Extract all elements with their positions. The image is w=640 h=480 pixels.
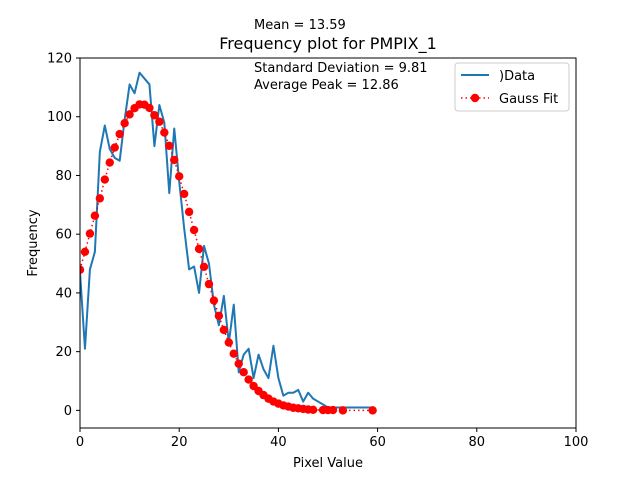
gauss-fit-point: [170, 155, 179, 165]
gauss-fit-point: [120, 118, 129, 128]
x-tick-label: 0: [76, 435, 84, 450]
x-tick-label: 100: [564, 435, 589, 450]
y-tick-label: 60: [55, 228, 72, 243]
gauss-fit-point: [234, 359, 243, 368]
plot-area: 0 20 40 60 80 100 0 20 40 60 80 100 120: [47, 52, 588, 451]
legend-label-data: )Data: [499, 69, 535, 84]
gauss-fit-point: [224, 338, 233, 347]
gauss-fit-point: [115, 129, 124, 139]
gauss-fit-point: [338, 406, 348, 415]
y-tick-label: 120: [47, 52, 72, 67]
x-axis-label: Pixel Value: [293, 456, 363, 471]
gauss-fit-point: [239, 368, 248, 377]
gauss-fit-point: [165, 141, 174, 151]
annotation-average-peak: Average Peak = 12.86: [254, 78, 399, 93]
series-data-line: [80, 71, 373, 409]
gauss-fit-point: [110, 143, 119, 152]
y-axis-label: Frequency: [26, 209, 41, 276]
gauss-fit-point: [125, 110, 134, 119]
gauss-fit-point: [150, 111, 159, 120]
gauss-fit-point: [214, 311, 224, 321]
gauss-fit-point: [199, 262, 209, 271]
gauss-fit-point: [80, 265, 85, 274]
chart-title: Frequency plot for PMPIX_1: [219, 34, 437, 54]
y-tick-label: 100: [47, 110, 72, 125]
axes-frame: [79, 57, 577, 429]
gauss-fit-point: [105, 158, 114, 167]
gauss-fit-point: [209, 296, 219, 305]
legend-label-gauss-fit: Gauss Fit: [499, 92, 558, 107]
annotation-mean: Mean = 13.59: [254, 18, 346, 33]
gauss-fit-point: [175, 172, 184, 181]
gauss-fit-point: [155, 117, 164, 126]
legend: )Data Gauss Fit: [454, 62, 570, 112]
ticks-layer: 0 20 40 60 80 100 0 20 40 60 80 100 120: [47, 52, 588, 451]
gauss-fit-point: [189, 225, 199, 235]
gauss-fit-point: [85, 229, 95, 238]
gauss-fit-point: [368, 406, 377, 415]
gauss-fit-point: [194, 244, 204, 254]
gauss-fit-point: [308, 405, 318, 414]
x-tick-label: 40: [270, 435, 287, 450]
x-tick-label: 60: [369, 435, 386, 450]
gauss-fit-point: [219, 325, 229, 335]
y-tick-label: 0: [64, 404, 72, 419]
x-tick-label: 20: [171, 435, 188, 450]
y-tick-label: 40: [55, 286, 72, 301]
gauss-fit-point: [244, 375, 253, 384]
gauss-fit-point: [328, 405, 338, 415]
gauss-fit-point: [184, 207, 194, 217]
gauss-fit-point: [145, 103, 154, 113]
y-tick-label: 80: [55, 169, 72, 184]
series-layer: [80, 71, 377, 415]
gauss-fit-point: [100, 175, 110, 184]
series-group: [80, 71, 377, 415]
gauss-fit-point: [80, 247, 90, 257]
gauss-fit-point: [160, 128, 169, 137]
gauss-fit-point: [229, 349, 238, 358]
annotation-std-dev: Standard Deviation = 9.81: [254, 61, 428, 76]
x-tick-label: 80: [469, 435, 486, 450]
y-tick-label: 20: [55, 345, 72, 360]
gauss-fit-point: [90, 211, 100, 220]
legend-gauss-marker-icon: [470, 93, 480, 103]
gauss-fit-point: [204, 279, 214, 289]
stats-annotation: Mean = 13.59 Standard Deviation = 9.81 A…: [254, 18, 428, 93]
gauss-fit-point: [179, 189, 189, 199]
gauss-fit-point: [95, 194, 105, 203]
